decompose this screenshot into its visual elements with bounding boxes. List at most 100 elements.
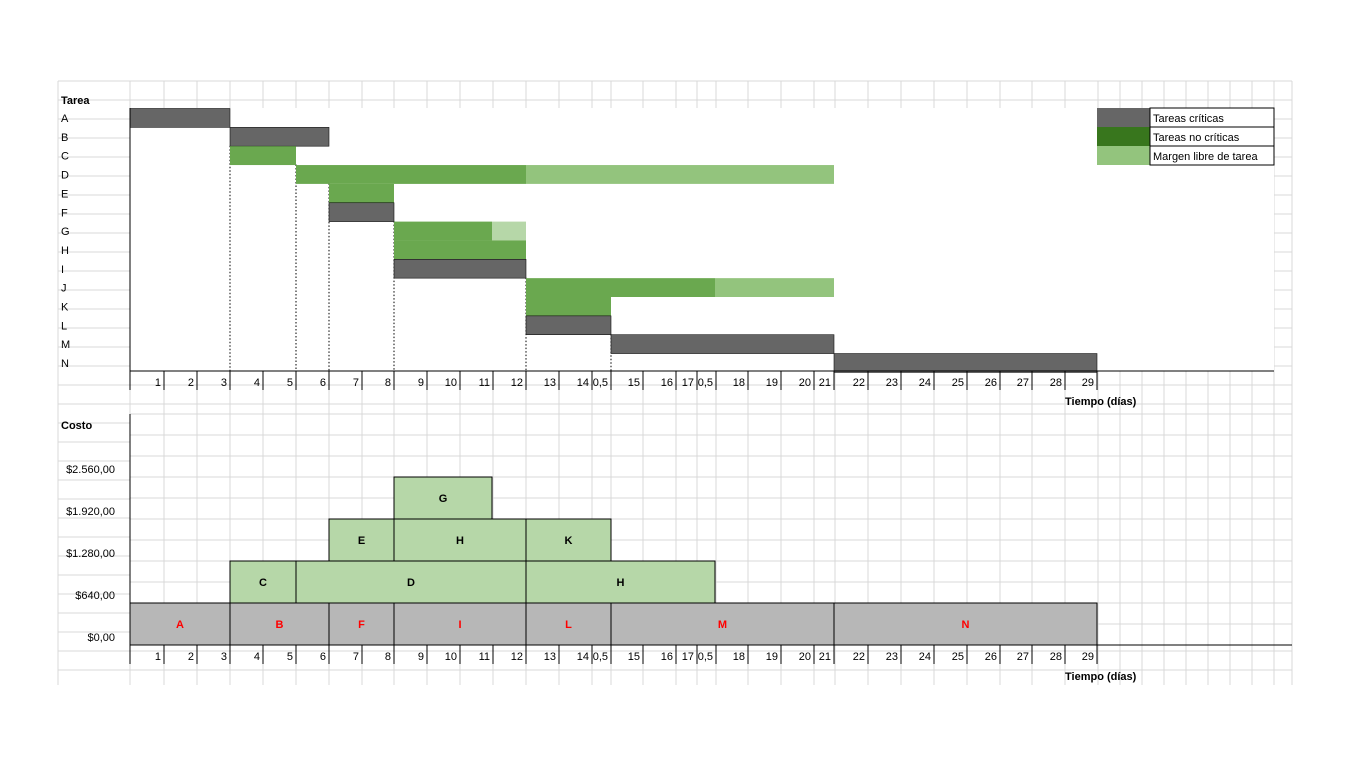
x-tick-label: 4 [254, 377, 260, 389]
gantt-bar-G [394, 221, 492, 241]
x-tick-label: 13 [544, 651, 556, 663]
x-tick-label: 3 [221, 377, 227, 389]
gantt-y-title: Tarea [61, 95, 90, 107]
cost-block-D [295, 560, 527, 604]
x-tick-label: 5 [287, 377, 293, 389]
x-tick-label: 25 [952, 377, 964, 389]
legend-label: Tareas críticas [1153, 113, 1224, 125]
gantt-bar-B [229, 127, 330, 147]
x-tick-label: 7 [353, 651, 359, 663]
task-label: C [61, 151, 69, 163]
x-tick-label: 26 [985, 651, 997, 663]
gantt-bar-N [833, 353, 1098, 373]
x-tick-label: 15 [628, 377, 640, 389]
x-tick-label: 1 [155, 651, 161, 663]
gantt-bar-I [393, 258, 527, 279]
legend-swatch [1097, 127, 1150, 146]
x-tick-label: 11 [479, 377, 490, 389]
cost-block-I [393, 602, 527, 646]
gantt-bar-L [525, 315, 612, 336]
x-tick-label: 23 [886, 377, 898, 389]
x-tick-label: 18 [733, 377, 745, 389]
cost-block-label: E [358, 535, 365, 547]
x-tick-label: 13 [544, 377, 556, 389]
x-tick-label: 29 [1082, 651, 1094, 663]
x-tick-label: 9 [418, 651, 424, 663]
cost-block-label: L [565, 619, 572, 631]
gantt-plot-area [130, 108, 1274, 371]
gantt-bar-M [610, 334, 835, 354]
legend-swatch [1097, 108, 1150, 127]
x-tick-label: 12 [511, 651, 523, 663]
x-tick-label: 25 [952, 651, 964, 663]
cost-block-label: C [259, 577, 267, 589]
task-label: D [61, 170, 69, 182]
cost-y-tick-label: $1.920,00 [66, 506, 115, 518]
cost-block-H [525, 560, 716, 604]
x-tick-label: 14 [577, 377, 589, 389]
task-label: N [61, 358, 69, 370]
x-tick-label: 1 [155, 377, 161, 389]
x-tick-label: 17 [682, 651, 694, 663]
x-tick-label: 9 [418, 377, 424, 389]
x-tick-label: 3 [221, 651, 227, 663]
legend-label: Margen libre de tarea [1153, 151, 1258, 163]
gantt-bar-H [394, 240, 526, 260]
x-tick-label: 18 [733, 651, 745, 663]
x-tick-label: 20 [799, 651, 811, 663]
task-label: K [61, 302, 69, 314]
cost-block-label: D [407, 577, 415, 589]
x-tick-label: 12 [511, 377, 523, 389]
cost-block-label: I [458, 619, 461, 631]
gantt-bar-E [329, 183, 394, 203]
x-tick-label: 20 [799, 377, 811, 389]
legend-label: Tareas no críticas [1153, 132, 1240, 144]
x-tick-label: 14 [577, 651, 589, 663]
cost-block-label: A [176, 619, 184, 631]
x-tick-label: 6 [320, 377, 326, 389]
gantt-bar-G [492, 221, 526, 241]
x-tick-label: 27 [1017, 377, 1029, 389]
task-label: J [61, 283, 67, 295]
task-label: I [61, 264, 64, 276]
cost-block-label: G [439, 493, 448, 505]
task-label: H [61, 245, 69, 257]
x-tick-label: 7 [353, 377, 359, 389]
gantt-bar-A [129, 108, 231, 128]
gantt-bar-C [230, 146, 296, 166]
x-tick-label: 5 [287, 651, 293, 663]
x-tick-label: 24 [919, 377, 931, 389]
x-tick-label: 23 [886, 651, 898, 663]
x-tick-label: 8 [385, 377, 391, 389]
x-tick-label: 0,5 [593, 651, 608, 663]
x-tick-label: 10 [445, 651, 457, 663]
cost-block-E [328, 518, 395, 562]
x-tick-label: 6 [320, 651, 326, 663]
legend-label-box [1149, 145, 1275, 166]
x-tick-label: 16 [661, 651, 673, 663]
x-tick-label: 28 [1050, 377, 1062, 389]
task-label: G [61, 226, 70, 238]
cost-block-label: M [718, 619, 727, 631]
x-tick-label: 2 [188, 377, 194, 389]
x-tick-label: 19 [766, 377, 778, 389]
gantt-bar-J [715, 278, 834, 297]
cost-y-title: Costo [61, 420, 92, 432]
task-label: L [61, 320, 67, 332]
cost-block-label: H [617, 577, 625, 589]
x-tick-label: 22 [853, 377, 865, 389]
gantt-bar-F [328, 202, 395, 222]
x-tick-label: 16 [661, 377, 673, 389]
cost-block-label: K [565, 535, 573, 547]
x-tick-label: 29 [1082, 377, 1094, 389]
cost-y-tick-label: $640,00 [75, 590, 115, 602]
x-tick-label: 26 [985, 377, 997, 389]
cost-block-G [393, 476, 493, 520]
x-tick-label: 28 [1050, 651, 1062, 663]
gantt-bar-K [526, 297, 611, 316]
gantt-bar-J [526, 278, 715, 297]
cost-block-K [525, 518, 612, 562]
cost-y-tick-label: $0,00 [87, 632, 115, 644]
cost-block-label: F [358, 619, 365, 631]
